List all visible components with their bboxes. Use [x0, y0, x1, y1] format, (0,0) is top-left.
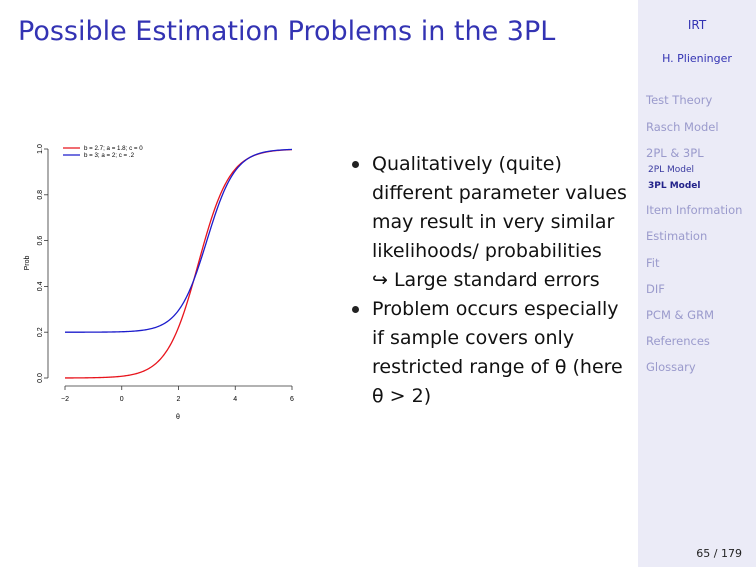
- sidebar-item-dif[interactable]: DIF: [646, 282, 665, 296]
- x-tick-label: −2: [61, 396, 69, 403]
- bullet-subline: ↪ Large standard errors: [372, 269, 600, 291]
- legend-label: b = 3; a = 2; c = .2: [84, 152, 135, 159]
- sidebar-item-references[interactable]: References: [646, 334, 710, 348]
- x-tick-label: 6: [290, 396, 294, 403]
- sidebar-item-glossary[interactable]: Glossary: [646, 360, 696, 374]
- sidebar-item-test-theory[interactable]: Test Theory: [646, 93, 713, 107]
- sidebar-subitem-2pl-model[interactable]: 2PL Model: [648, 165, 695, 175]
- irt-chart: 0.0 0.2 0.4 0.6 0.8 1.0 −2 0 2 4 6 Prob θ b = 2.7…: [24, 144, 294, 421]
- sidebar-item-rasch-model[interactable]: Rasch Model: [646, 120, 719, 134]
- y-tick-label: 0.6: [37, 236, 44, 246]
- bullet-dot-icon: [352, 161, 359, 168]
- sidebar-item-fit[interactable]: Fit: [646, 256, 660, 270]
- sidebar: IRT H. Plieninger Test Theory Rasch Mode…: [638, 0, 756, 567]
- series-line-1: [65, 148, 293, 379]
- series-line-2: [65, 148, 293, 333]
- sidebar-item-estimation[interactable]: Estimation: [646, 229, 708, 243]
- y-tick-label: 0.8: [37, 190, 44, 200]
- y-tick-label: 0.4: [37, 281, 44, 291]
- y-tick-label: 1.0: [37, 144, 44, 154]
- y-tick-label: 0.2: [37, 327, 44, 337]
- x-tick-label: 0: [120, 396, 124, 403]
- sidebar-author[interactable]: H. Plieninger: [662, 52, 732, 65]
- sidebar-item-2pl-3pl[interactable]: 2PL & 3PL: [646, 146, 704, 160]
- bullet-item: Qualitatively (quite) different paramete…: [352, 150, 632, 295]
- page-number: 65 / 179: [696, 547, 742, 560]
- bullet-list: Qualitatively (quite) different paramete…: [352, 150, 632, 411]
- slide: Possible Estimation Problems in the 3PL …: [18, 16, 632, 421]
- sidebar-subitem-3pl-model[interactable]: 3PL Model: [648, 181, 701, 191]
- bullet-item: Problem occurs especially if sample cove…: [352, 295, 632, 411]
- bullet-text: Problem occurs especially if sample cove…: [372, 298, 623, 407]
- legend-label: b = 2.7; a = 1.8; c = 0: [84, 145, 143, 152]
- bullet-text: Qualitatively (quite) different paramete…: [372, 153, 627, 262]
- x-tick-label: 2: [177, 396, 181, 403]
- sidebar-item-item-information[interactable]: Item Information: [646, 203, 743, 217]
- sidebar-short-title[interactable]: IRT: [687, 18, 707, 32]
- x-tick-label: 4: [233, 396, 237, 403]
- bullet-dot-icon: [352, 306, 359, 313]
- slide-title: Possible Estimation Problems in the 3PL: [18, 16, 556, 47]
- y-axis-label: Prob: [24, 256, 31, 271]
- sidebar-item-pcm-grm[interactable]: PCM & GRM: [646, 308, 714, 322]
- y-tick-label: 0.0: [37, 373, 44, 383]
- x-axis-label: θ: [176, 414, 180, 421]
- chart-legend: b = 2.7; a = 1.8; c = 0b = 3; a = 2; c =…: [63, 145, 143, 159]
